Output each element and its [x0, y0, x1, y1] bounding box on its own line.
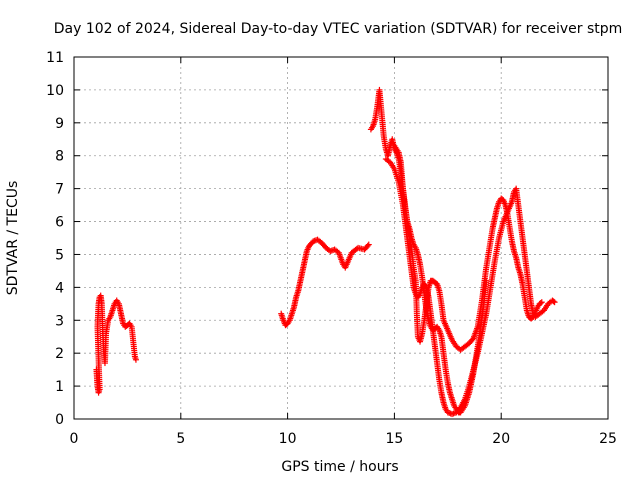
x-tick-label: 10: [279, 431, 297, 447]
data-point: [483, 277, 490, 284]
x-tick-label: 0: [70, 431, 79, 447]
data-point: [551, 299, 558, 306]
x-tick-label: 15: [385, 431, 403, 447]
y-tick-label: 4: [55, 280, 64, 296]
data-point: [538, 299, 545, 306]
data-point: [537, 299, 544, 306]
x-axis-label: GPS time / hours: [281, 459, 398, 475]
y-tick-label: 2: [55, 346, 64, 362]
y-tick-label: 11: [46, 50, 64, 66]
y-tick-label: 0: [55, 412, 64, 428]
data-point: [365, 241, 372, 248]
grid: [74, 57, 608, 419]
chart-title: Day 102 of 2024, Sidereal Day-to-day VTE…: [54, 21, 623, 37]
plot-border: [73, 56, 609, 420]
data-points: [93, 86, 558, 418]
y-tick-label: 9: [55, 116, 64, 132]
data-point: [132, 356, 139, 363]
x-tick-label: 20: [492, 431, 510, 447]
y-tick-label: 3: [55, 313, 64, 329]
y-tick-label: 8: [55, 149, 64, 165]
y-tick-label: 1: [55, 379, 64, 395]
x-tick-label: 5: [176, 431, 185, 447]
y-tick-label: 10: [46, 83, 64, 99]
y-tick-label: 6: [55, 215, 64, 231]
y-axis-label: SDTVAR / TECUs: [5, 181, 21, 296]
axis-ticks: 0 5 10 15 20 25 0 1 2 3 4 5 6 7 8 9 10 11: [46, 50, 617, 447]
x-tick-label: 25: [599, 431, 617, 447]
data-point: [550, 298, 557, 305]
data-point: [364, 242, 371, 249]
y-tick-label: 7: [55, 182, 64, 198]
y-tick-label: 5: [55, 247, 64, 263]
